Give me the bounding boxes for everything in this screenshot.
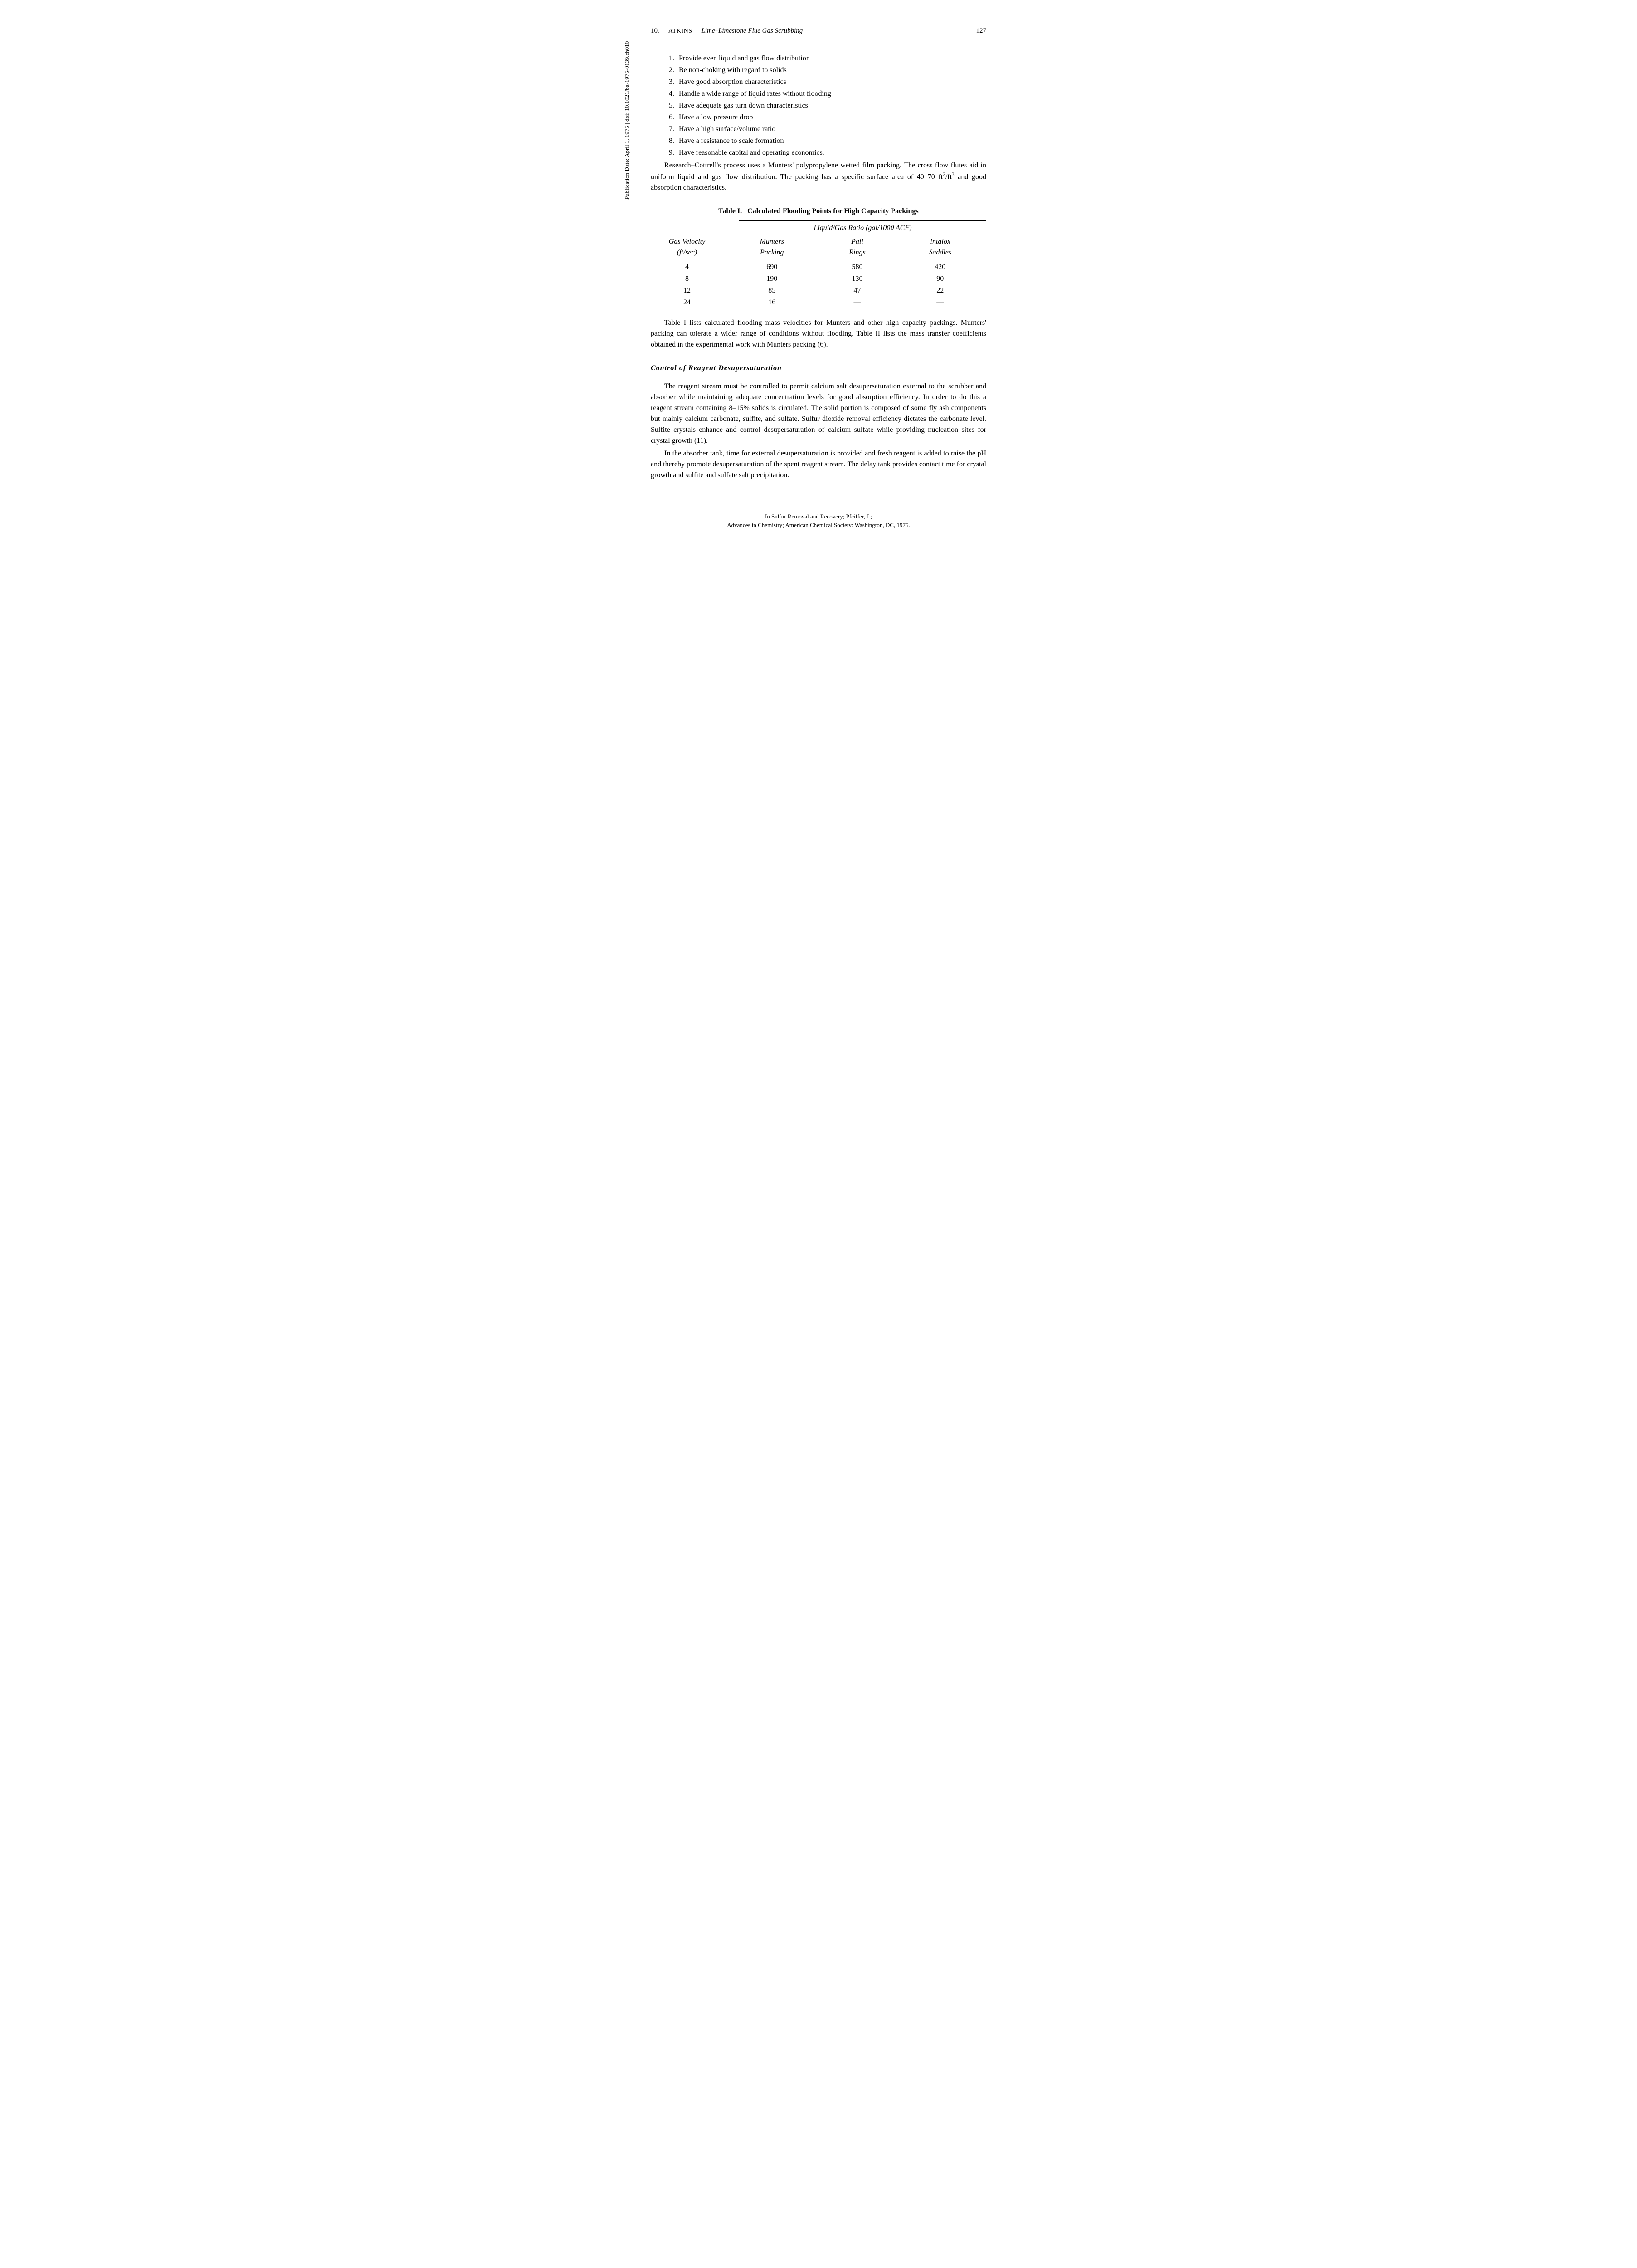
list-text: Provide even liquid and gas flow distrib… <box>679 54 810 62</box>
footer-line: Advances in Chemistry; American Chemical… <box>651 521 986 529</box>
list-text: Have reasonable capital and operating ec… <box>679 149 824 156</box>
paragraph-reagent-control: The reagent stream must be controlled to… <box>651 381 986 446</box>
list-item: 1.Provide even liquid and gas flow distr… <box>669 53 986 64</box>
chapter-number: 10. <box>651 27 659 35</box>
paragraph-table-discussion: Table I lists calculated flooding mass v… <box>651 318 986 350</box>
list-item: 5.Have adequate gas turn down characteri… <box>669 100 986 111</box>
list-item: 4.Handle a wide range of liquid rates wi… <box>669 88 986 99</box>
table-flooding-points: Table I. Calculated Flooding Points for … <box>651 206 986 308</box>
requirements-list: 1.Provide even liquid and gas flow distr… <box>669 53 986 158</box>
page-header: 10. ATKINS Lime–Limestone Flue Gas Scrub… <box>651 27 986 35</box>
chapter-title: Lime–Limestone Flue Gas Scrubbing <box>702 27 803 35</box>
table-col-header: PallRings <box>820 235 894 261</box>
list-text: Have a resistance to scale formation <box>679 137 784 145</box>
table-supheader: Liquid/Gas Ratio (gal/1000 ACF) <box>739 223 986 234</box>
list-text: Be non-choking with regard to solids <box>679 66 787 74</box>
list-text: Have adequate gas turn down characterist… <box>679 102 808 109</box>
page-number: 127 <box>976 27 987 35</box>
table-row: 2416—— <box>651 297 986 308</box>
section-heading: Control of Reagent Desupersaturation <box>651 363 986 374</box>
table-row: 819013090 <box>651 273 986 285</box>
list-text: Handle a wide range of liquid rates with… <box>679 90 831 98</box>
table-col-header: Gas Velocity(ft/sec) <box>651 235 723 261</box>
table-row: 12854722 <box>651 285 986 297</box>
list-text: Have a low pressure drop <box>679 113 753 121</box>
page-footer: In Sulfur Removal and Recovery; Pfeiffer… <box>651 513 986 529</box>
list-item: 9.Have reasonable capital and operating … <box>669 147 986 158</box>
table-row: 4690580420 <box>651 261 986 274</box>
list-item: 3.Have good absorption characteristics <box>669 77 986 88</box>
list-item: 6.Have a low pressure drop <box>669 112 986 123</box>
publication-sidebar: Publication Date: April 1, 1975 | doi: 1… <box>624 18 631 200</box>
list-item: 2.Be non-choking with regard to solids <box>669 65 986 76</box>
list-text: Have good absorption characteristics <box>679 78 786 86</box>
paragraph-absorber-tank: In the absorber tank, time for external … <box>651 448 986 481</box>
table-col-header: IntaloxSaddles <box>894 235 986 261</box>
list-text: Have a high surface/volume ratio <box>679 125 775 133</box>
table-title: Table I. Calculated Flooding Points for … <box>651 206 986 217</box>
list-item: 7.Have a high surface/volume ratio <box>669 124 986 135</box>
table-col-header: MuntersPacking <box>723 235 820 261</box>
author-name: ATKINS <box>668 28 692 35</box>
paragraph-packing: Research–Cottrell's process uses a Munte… <box>651 160 986 193</box>
list-item: 8.Have a resistance to scale formation <box>669 136 986 147</box>
footer-line: In Sulfur Removal and Recovery; Pfeiffer… <box>651 513 986 521</box>
